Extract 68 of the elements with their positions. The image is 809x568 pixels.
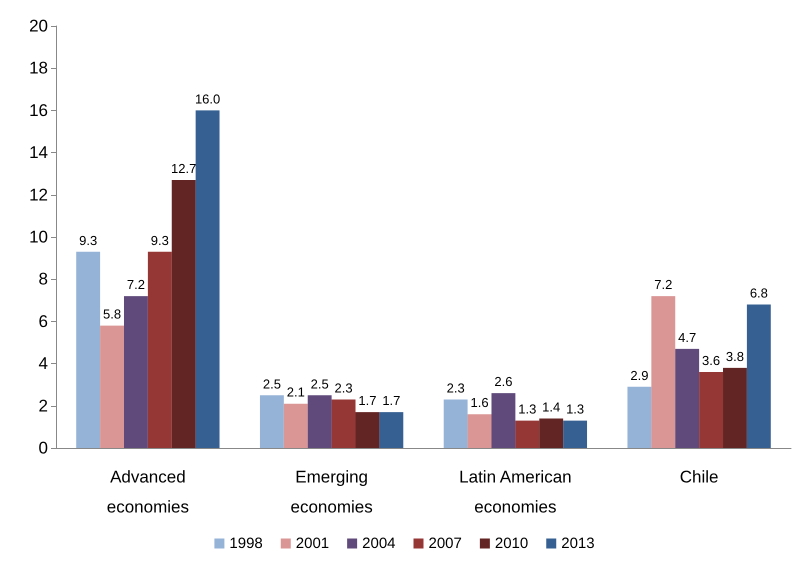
bar <box>124 296 148 448</box>
bar <box>379 412 404 448</box>
y-tick-label: 8 <box>38 270 48 289</box>
bar <box>332 399 356 448</box>
y-tick-label: 16 <box>29 100 48 120</box>
legend-label: 2013 <box>561 535 595 552</box>
data-label: 4.7 <box>678 330 696 345</box>
y-tick-label: 10 <box>29 228 48 246</box>
data-label: 1.3 <box>518 402 536 417</box>
bar <box>563 420 588 448</box>
data-label: 16.0 <box>194 91 220 106</box>
y-tick-label: 12 <box>29 185 48 204</box>
data-label: 1.3 <box>566 402 584 417</box>
bar <box>746 304 771 448</box>
x-tick-label: Latin American economies <box>459 468 572 516</box>
y-tick-label: 18 <box>29 58 48 78</box>
bar <box>491 393 516 448</box>
data-label: 7.2 <box>126 277 145 292</box>
x-tick-label: Chile <box>680 468 718 486</box>
x-tick-label: Advanced economies <box>106 468 189 516</box>
data-label: 1.4 <box>542 399 560 414</box>
bar <box>76 252 100 448</box>
legend-label: 2010 <box>494 535 528 552</box>
bar <box>284 404 308 448</box>
data-label: 1.7 <box>358 393 376 408</box>
bar <box>308 395 332 448</box>
data-label: 2.3 <box>446 380 465 396</box>
bar <box>515 420 540 448</box>
y-tick-label: 0 <box>38 438 48 458</box>
bar <box>651 296 676 448</box>
bar <box>196 110 220 448</box>
legend-label: 1998 <box>229 535 263 552</box>
data-label: 9.3 <box>79 232 98 248</box>
data-label: 2.3 <box>334 380 353 396</box>
legend-label: 2001 <box>296 535 330 552</box>
y-tick-label: 2 <box>38 396 48 416</box>
y-tick-label: 6 <box>38 312 48 331</box>
bar <box>675 348 700 448</box>
bar <box>723 368 747 448</box>
data-label: 7.2 <box>654 277 672 292</box>
data-label: 6.8 <box>750 286 768 301</box>
data-label: 2.9 <box>630 368 648 383</box>
data-label: 2.6 <box>494 374 512 390</box>
bar <box>627 386 652 448</box>
data-label: 2.5 <box>310 376 329 392</box>
data-label: 1.7 <box>382 393 400 408</box>
bar <box>699 372 724 448</box>
bar <box>260 395 284 448</box>
y-tick-label: 4 <box>38 354 48 374</box>
y-tick-label: 14 <box>29 143 48 162</box>
data-label: 2.5 <box>262 376 281 392</box>
data-label: 1.6 <box>470 395 489 410</box>
data-label: 2.1 <box>286 384 305 400</box>
bar <box>100 326 124 448</box>
data-label: 9.3 <box>150 232 169 248</box>
data-label: 5.8 <box>103 306 122 322</box>
data-label: 3.8 <box>726 348 744 364</box>
bar <box>172 180 196 448</box>
bar <box>356 412 380 448</box>
bar <box>444 399 468 448</box>
bar <box>148 252 172 448</box>
bar <box>539 418 564 448</box>
bar <box>468 414 492 448</box>
data-label: 3.6 <box>702 353 720 368</box>
y-tick-label: 20 <box>29 16 48 36</box>
legend-label: 2004 <box>362 535 396 552</box>
x-tick-label: Emerging economies <box>290 468 373 516</box>
legend-label: 2007 <box>428 535 462 552</box>
